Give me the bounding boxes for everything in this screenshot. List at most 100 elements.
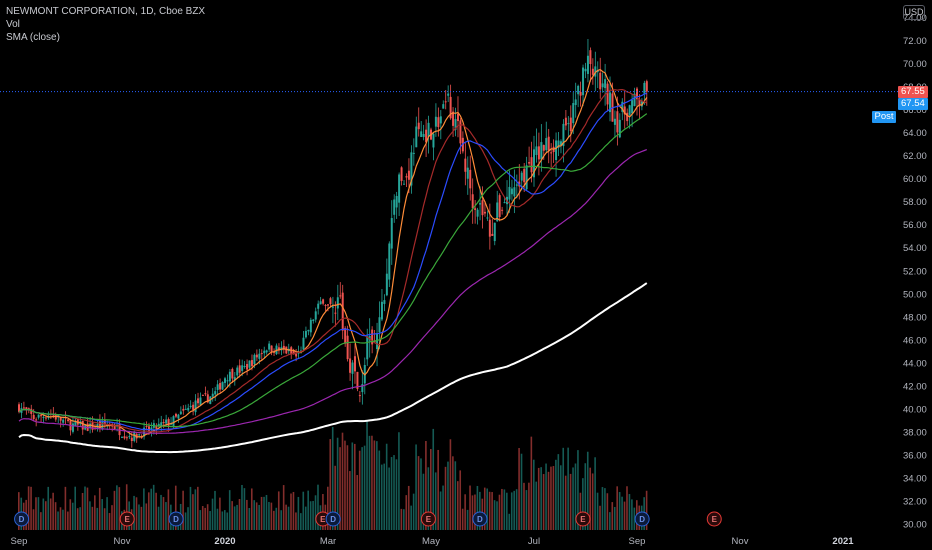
candle-body <box>621 101 624 112</box>
candle-body <box>361 384 364 393</box>
candle-body <box>30 408 33 414</box>
volume-bar <box>317 484 319 530</box>
y-tick-label: 56.00 <box>903 220 927 231</box>
candle-body <box>569 117 572 132</box>
volume-bar <box>300 513 302 530</box>
y-tick-label: 52.00 <box>903 266 927 277</box>
candle-body <box>535 146 538 155</box>
candle-body <box>564 117 567 126</box>
candle-body <box>550 152 553 154</box>
volume-bar <box>501 488 503 530</box>
candle-body <box>606 83 609 105</box>
candle-body <box>528 162 531 164</box>
dividend-marker[interactable]: D <box>14 511 30 527</box>
event-label: E <box>426 515 432 524</box>
candle-body <box>498 195 501 218</box>
moving-averages <box>18 68 648 454</box>
candle-body <box>138 434 141 436</box>
x-tick-label: Mar <box>320 536 336 547</box>
x-tick-label: Sep <box>11 536 28 547</box>
volume-bar <box>398 432 400 530</box>
candle-body <box>214 391 217 395</box>
dividend-marker[interactable]: D <box>168 511 184 527</box>
candle-body <box>601 83 604 88</box>
volume-bar <box>584 463 587 530</box>
dividend-marker[interactable]: D <box>634 511 650 527</box>
earnings-marker[interactable]: E <box>119 511 135 527</box>
candle-body <box>336 297 339 309</box>
candle-body <box>236 367 239 376</box>
candle-body <box>54 414 57 420</box>
last-price-label: 67.55 <box>898 85 928 98</box>
candle-body <box>545 138 548 151</box>
volume-bar <box>145 503 148 530</box>
volume-bar <box>214 490 216 530</box>
volume-bar <box>57 511 59 530</box>
volume-bar <box>206 504 209 530</box>
volume-bar <box>81 492 84 530</box>
event-circle <box>420 511 436 527</box>
earnings-marker[interactable]: E <box>575 511 591 527</box>
candle-body <box>547 136 550 151</box>
candle-body <box>383 300 386 304</box>
candle-body <box>314 311 317 320</box>
x-tick-label: Sep <box>629 536 646 547</box>
candle-body <box>353 356 356 372</box>
volume-bar <box>32 509 35 530</box>
volume-bar <box>542 474 545 530</box>
volume-bar <box>189 486 192 530</box>
dividend-marker[interactable]: D <box>472 511 488 527</box>
candle-body <box>206 394 209 403</box>
candle-body <box>346 335 349 360</box>
event-label: E <box>580 515 586 524</box>
candle-body <box>447 93 450 96</box>
volume-bar <box>282 485 285 530</box>
y-tick-label: 48.00 <box>903 312 927 323</box>
volume-bar <box>76 508 79 530</box>
candle-body <box>395 195 398 208</box>
volume-bar <box>228 490 231 530</box>
candle-body <box>491 233 494 236</box>
time-axis[interactable]: Sep Nov 2020 Mar May Jul Sep Nov 2021 <box>11 536 855 547</box>
dividend-marker[interactable]: D <box>325 511 341 527</box>
candle-body <box>324 305 327 307</box>
candle-body <box>609 92 612 113</box>
legend-sma: SMA (close) <box>6 32 60 43</box>
candle-body <box>312 319 315 322</box>
volume-bar <box>280 510 283 530</box>
candle-body <box>307 329 310 332</box>
y-tick-label: 64.00 <box>903 128 927 139</box>
candle-body <box>265 350 268 353</box>
candle-body <box>150 427 153 431</box>
y-tick-label: 44.00 <box>903 358 927 369</box>
candle-body <box>471 194 474 209</box>
volume-bar <box>187 507 189 530</box>
price-axis[interactable]: 30.00 32.00 34.00 36.00 38.00 40.00 42.00 44.00… <box>903 13 927 531</box>
candle-body <box>555 140 558 161</box>
volume-bar <box>434 472 437 530</box>
candle-body <box>643 82 646 94</box>
volume-bar <box>52 492 54 530</box>
volume-bar <box>371 435 373 530</box>
event-circle <box>472 511 488 527</box>
candle-body <box>464 158 467 172</box>
volume-bar <box>197 486 199 530</box>
candle-body <box>125 437 128 439</box>
volume-bar <box>162 497 165 530</box>
earnings-marker[interactable]: E <box>706 511 722 527</box>
candle-body <box>407 170 410 180</box>
currency-button[interactable]: USD <box>903 5 925 20</box>
volume-bar <box>645 490 648 530</box>
candle-body <box>540 142 543 160</box>
candle-body <box>44 417 47 419</box>
candle-body <box>557 140 560 148</box>
candle-body <box>645 81 648 92</box>
volume-bar <box>459 470 462 530</box>
volume-bar <box>430 449 432 530</box>
candle-body <box>285 346 288 354</box>
earnings-marker[interactable]: E <box>420 511 436 527</box>
volume-bar <box>623 501 626 530</box>
candle-body <box>219 383 222 390</box>
